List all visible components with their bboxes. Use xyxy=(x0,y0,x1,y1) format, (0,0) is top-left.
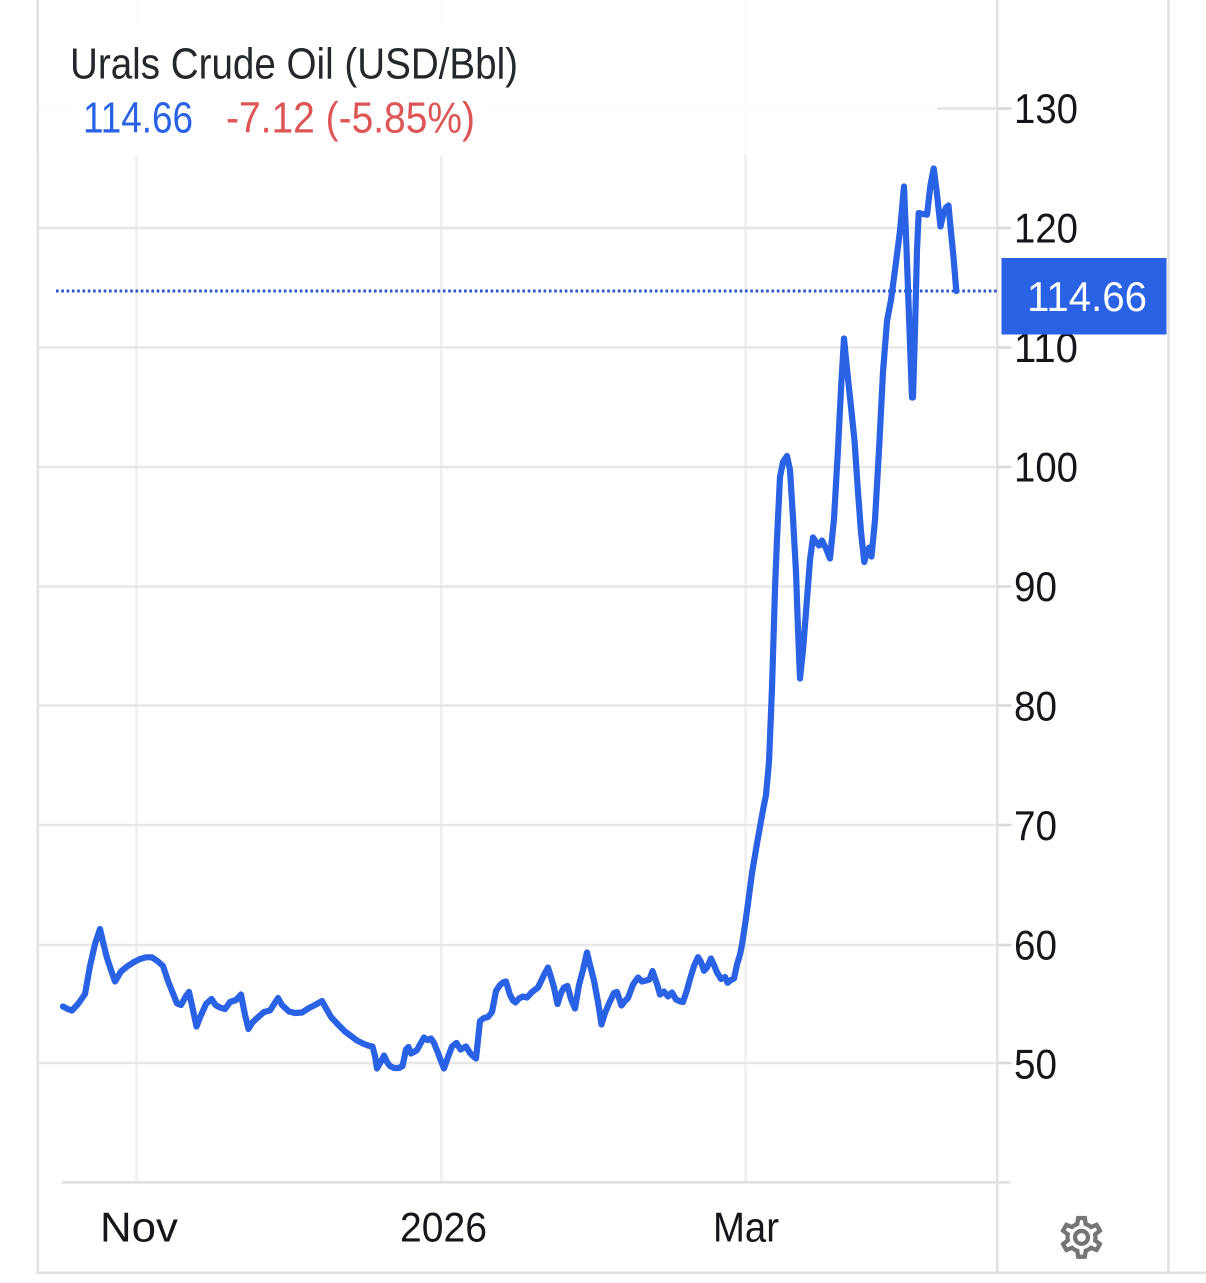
svg-text:100: 100 xyxy=(1014,444,1078,491)
svg-text:70: 70 xyxy=(1014,802,1057,849)
svg-text:114.66: 114.66 xyxy=(1027,273,1147,320)
svg-text:Nov: Nov xyxy=(100,1204,178,1251)
svg-text:Mar: Mar xyxy=(713,1204,779,1251)
svg-text:Urals Crude Oil (USD/Bbl): Urals Crude Oil (USD/Bbl) xyxy=(70,40,518,89)
svg-text:-7.12 (-5.85%): -7.12 (-5.85%) xyxy=(226,94,475,143)
svg-text:120: 120 xyxy=(1014,205,1078,252)
svg-text:50: 50 xyxy=(1014,1041,1057,1088)
svg-text:130: 130 xyxy=(1014,85,1078,132)
svg-text:60: 60 xyxy=(1014,922,1057,969)
svg-text:80: 80 xyxy=(1014,683,1057,730)
svg-text:90: 90 xyxy=(1014,563,1057,610)
svg-text:2026: 2026 xyxy=(400,1204,487,1251)
svg-text:114.66: 114.66 xyxy=(83,94,193,143)
